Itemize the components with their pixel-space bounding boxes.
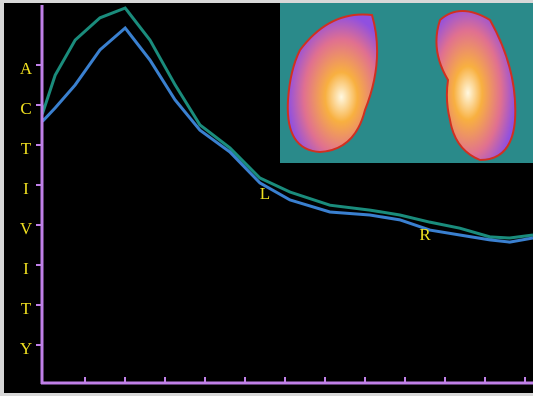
series-label: L xyxy=(260,184,270,203)
chart: L R A C T I V I T Y xyxy=(0,0,533,396)
page: {"chart_data":{"type":"line","y_label_le… xyxy=(0,0,533,396)
y-label-letter: I xyxy=(23,179,29,198)
y-label-letter: Y xyxy=(20,339,32,358)
kidney-image xyxy=(280,3,533,163)
y-label-letter: T xyxy=(21,139,32,158)
y-label-letter: A xyxy=(20,59,33,78)
y-label-letter: I xyxy=(23,259,29,278)
y-label-letter: V xyxy=(20,219,33,238)
series-label: R xyxy=(419,225,431,244)
y-label-letter: T xyxy=(21,299,32,318)
y-label-letter: C xyxy=(20,99,31,118)
